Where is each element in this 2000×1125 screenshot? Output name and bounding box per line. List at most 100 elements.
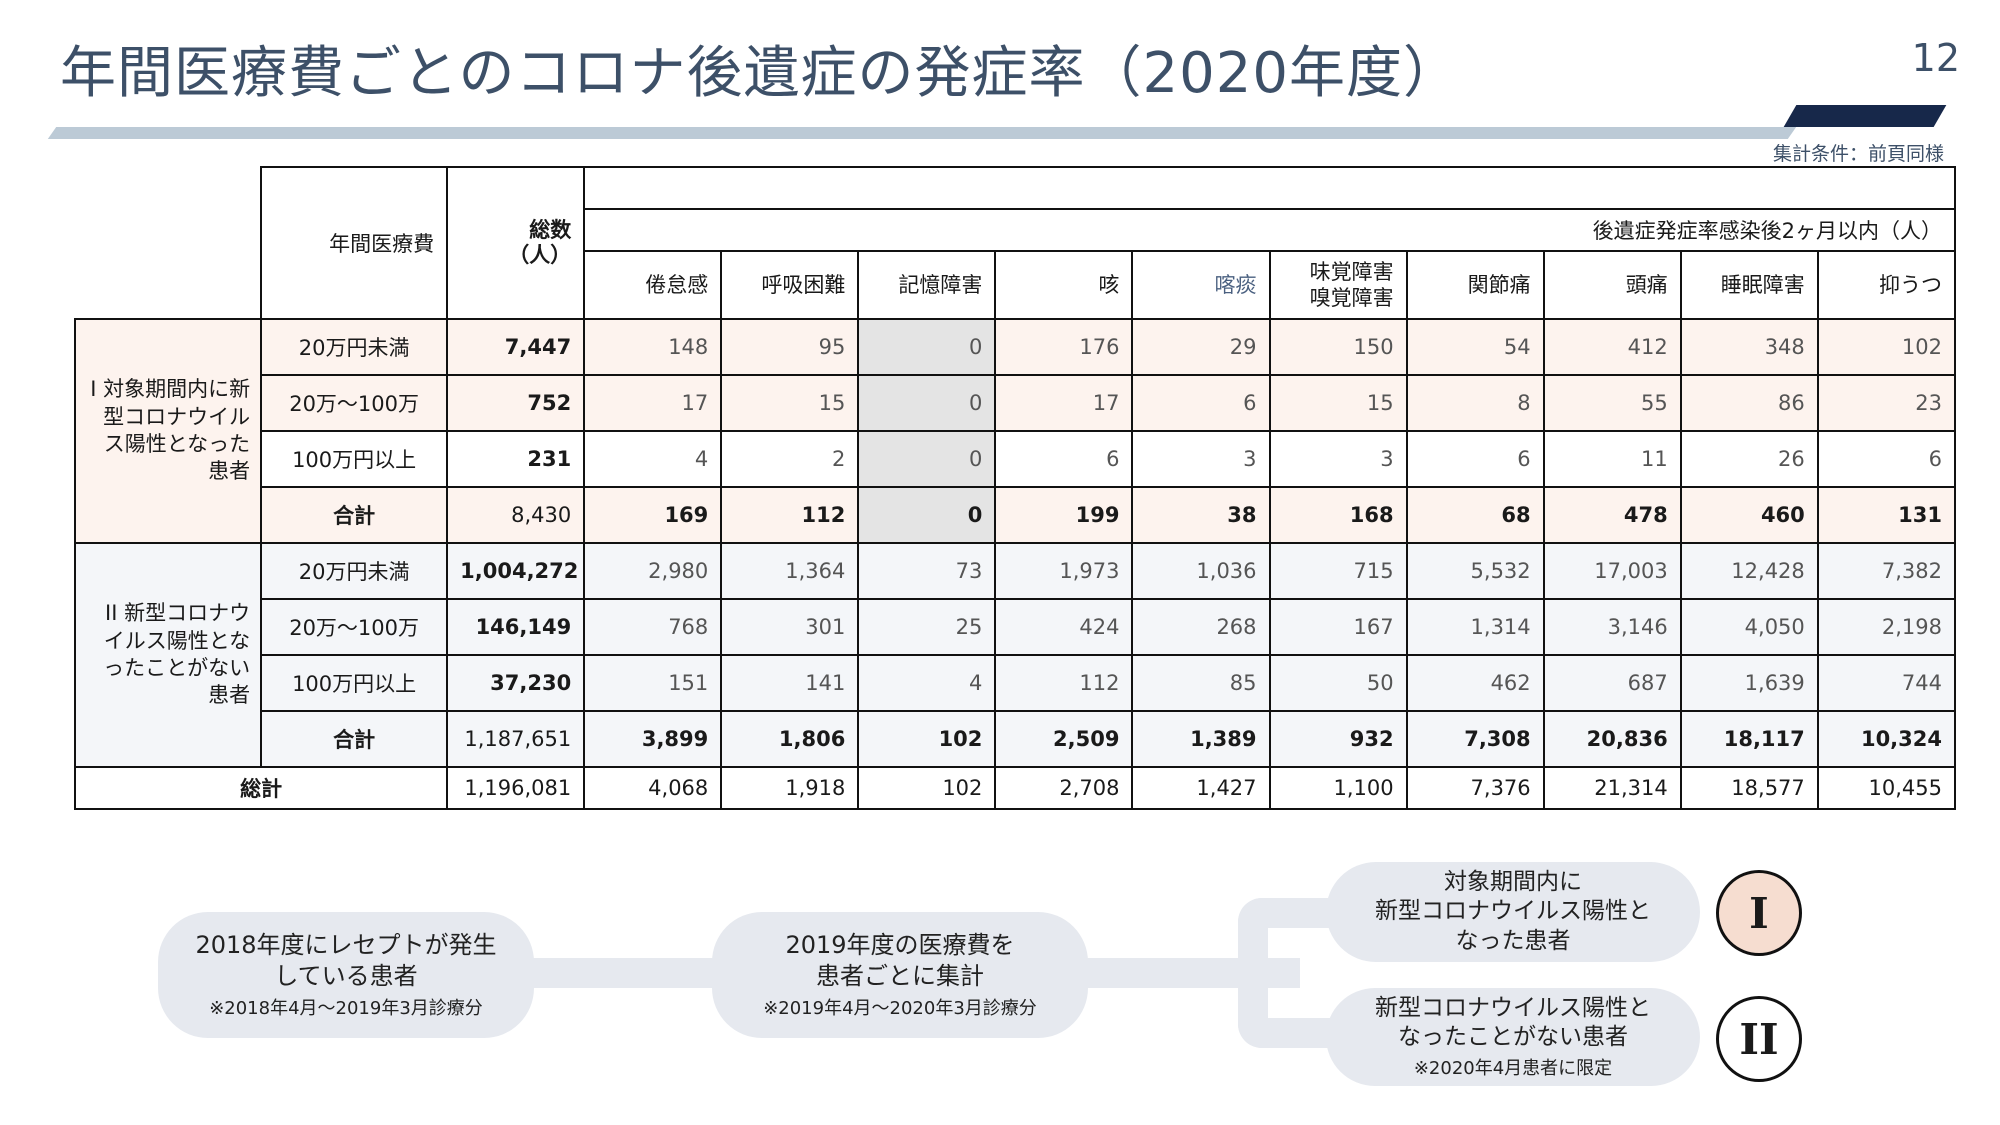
value-cell: 3 xyxy=(1268,430,1408,488)
value-cell: 2,198 xyxy=(1816,598,1957,656)
header-annual-cost: 年間医療費 xyxy=(260,166,449,320)
total-cell: 7,447 xyxy=(446,318,586,376)
value-cell: 54 xyxy=(1405,318,1545,376)
symptom-header: 呼吸困難 xyxy=(720,250,860,320)
corner-blank xyxy=(75,167,261,319)
value-cell: 4 xyxy=(583,430,723,488)
grand-total-value: 4,068 xyxy=(583,766,723,810)
cost-band-cell: 合計 xyxy=(260,710,449,768)
grand-total-value: 1,427 xyxy=(1131,766,1271,810)
header-symptom-group: 後遺症発症率感染後2ヶ月以内（人） xyxy=(583,208,1956,252)
value-cell: 29 xyxy=(1131,318,1271,376)
value-cell: 102 xyxy=(1816,318,1957,376)
page-title: 年間医療費ごとのコロナ後遺症の発症率（2020年度） xyxy=(60,41,1460,106)
value-cell: 8 xyxy=(1405,374,1545,432)
total-cell: 1,004,272 xyxy=(446,542,586,600)
group-1-badge: I xyxy=(1716,870,1802,956)
value-cell: 348 xyxy=(1679,318,1819,376)
flow-branch-positive: 対象期間内に 新型コロナウイルス陽性と なった患者 xyxy=(1326,862,1700,962)
value-cell: 176 xyxy=(994,318,1134,376)
header-total: 総数 （人） xyxy=(446,166,586,320)
value-cell: 17,003 xyxy=(1542,542,1682,600)
group-1-label: I 対象期間内に新型コロナウイルス陽性となった患者 xyxy=(73,318,263,544)
branch2-note: ※2020年4月患者に限定 xyxy=(1413,1058,1613,1080)
step1-note: ※2018年4月～2019年3月診療分 xyxy=(209,998,483,1020)
cost-band-cell: 100万円以上 xyxy=(260,654,449,712)
value-cell: 768 xyxy=(583,598,723,656)
page-number: 12 xyxy=(1911,36,1960,80)
symptom-header: 味覚障害 嗅覚障害 xyxy=(1268,250,1408,320)
branch2-text: 新型コロナウイルス陽性と なったことがない患者 xyxy=(1375,994,1651,1050)
value-cell: 102 xyxy=(857,710,997,768)
value-cell: 744 xyxy=(1816,654,1957,712)
value-cell: 23 xyxy=(1816,374,1957,432)
step1-text: 2018年度にレセプトが発生 している患者 xyxy=(195,930,497,990)
value-cell: 95 xyxy=(720,318,860,376)
cost-band-cell: 20万～100万 xyxy=(260,598,449,656)
value-cell: 55 xyxy=(1542,374,1682,432)
total-cell: 752 xyxy=(446,374,586,432)
value-cell: 2,509 xyxy=(994,710,1134,768)
value-cell: 5,532 xyxy=(1405,542,1545,600)
total-cell: 1,187,651 xyxy=(446,710,586,768)
value-cell: 20,836 xyxy=(1542,710,1682,768)
value-cell: 86 xyxy=(1679,374,1819,432)
value-cell: 460 xyxy=(1679,486,1819,544)
aggregation-conditions: 集計条件：前頁同様 xyxy=(1772,143,1944,165)
cost-band-cell: 20万円未満 xyxy=(260,542,449,600)
flow-step-2019-costs: 2019年度の医療費を 患者ごとに集計 ※2019年4月～2020年3月診療分 xyxy=(712,912,1088,1038)
value-cell: 424 xyxy=(994,598,1134,656)
grand-total-value: 102 xyxy=(857,766,997,810)
value-cell: 1,973 xyxy=(994,542,1134,600)
value-cell: 11 xyxy=(1542,430,1682,488)
value-cell: 50 xyxy=(1268,654,1408,712)
value-cell: 2,980 xyxy=(583,542,723,600)
table-row: 20万～100万 752 17 15 0 17 6 15 8 55 86 23 xyxy=(75,374,1957,432)
value-cell: 462 xyxy=(1405,654,1545,712)
value-cell: 6 xyxy=(1405,430,1545,488)
value-cell: 1,314 xyxy=(1405,598,1545,656)
value-cell: 199 xyxy=(994,486,1134,544)
value-cell: 7,308 xyxy=(1405,710,1545,768)
value-cell: 141 xyxy=(720,654,860,712)
value-cell: 1,639 xyxy=(1679,654,1819,712)
grand-total-value: 18,577 xyxy=(1679,766,1819,810)
value-cell: 150 xyxy=(1268,318,1408,376)
flow-branch-negative: 新型コロナウイルス陽性と なったことがない患者 ※2020年4月患者に限定 xyxy=(1326,988,1700,1086)
value-cell: 85 xyxy=(1131,654,1271,712)
table-row: 合計 1,187,651 3,899 1,806 102 2,509 1,389 932 7,3… xyxy=(75,710,1957,768)
value-cell: 412 xyxy=(1542,318,1682,376)
value-cell: 38 xyxy=(1131,486,1271,544)
symptom-header: 睡眠障害 xyxy=(1679,250,1819,320)
value-cell: 6 xyxy=(1816,430,1957,488)
group-2-label: II 新型コロナウイルス陽性となったことがない患者 xyxy=(73,542,263,768)
total-cell: 8,430 xyxy=(446,486,586,544)
value-cell: 3 xyxy=(1131,430,1271,488)
value-cell: 932 xyxy=(1268,710,1408,768)
value-cell: 26 xyxy=(1679,430,1819,488)
symptom-header: 頭痛 xyxy=(1542,250,1682,320)
total-cell: 146,149 xyxy=(446,598,586,656)
cost-band-cell: 合計 xyxy=(260,486,449,544)
value-cell: 73 xyxy=(857,542,997,600)
value-cell: 12,428 xyxy=(1679,542,1819,600)
value-cell: 18,117 xyxy=(1679,710,1819,768)
step2-text: 2019年度の医療費を 患者ごとに集計 xyxy=(785,930,1015,990)
value-cell: 112 xyxy=(994,654,1134,712)
value-cell: 1,806 xyxy=(720,710,860,768)
table-row: 合計 8,430 169 112 0 199 38 168 68 478 460 131 xyxy=(75,486,1957,544)
grand-total-value: 10,455 xyxy=(1816,766,1957,810)
value-cell: 1,364 xyxy=(720,542,860,600)
cost-band-cell: 20万～100万 xyxy=(260,374,449,432)
grand-total-value: 1,918 xyxy=(720,766,860,810)
flow-step-2018-patients: 2018年度にレセプトが発生 している患者 ※2018年4月～2019年3月診療… xyxy=(158,912,534,1038)
value-cell: 151 xyxy=(583,654,723,712)
symptom-header: 抑うつ xyxy=(1816,250,1957,320)
value-cell: 1,036 xyxy=(1131,542,1271,600)
table-row: II 新型コロナウイルス陽性となったことがない患者 20万円未満 1,004,272… xyxy=(73,542,1957,768)
value-cell: 0 xyxy=(857,374,997,432)
grand-total-label: 総計 xyxy=(73,766,449,810)
symptom-header: 記憶障害 xyxy=(857,250,997,320)
grand-total-row: 総計 1,196,081 4,068 1,918 102 2,708 1,427 1,100 7… xyxy=(73,766,1957,810)
value-cell: 0 xyxy=(857,486,997,544)
